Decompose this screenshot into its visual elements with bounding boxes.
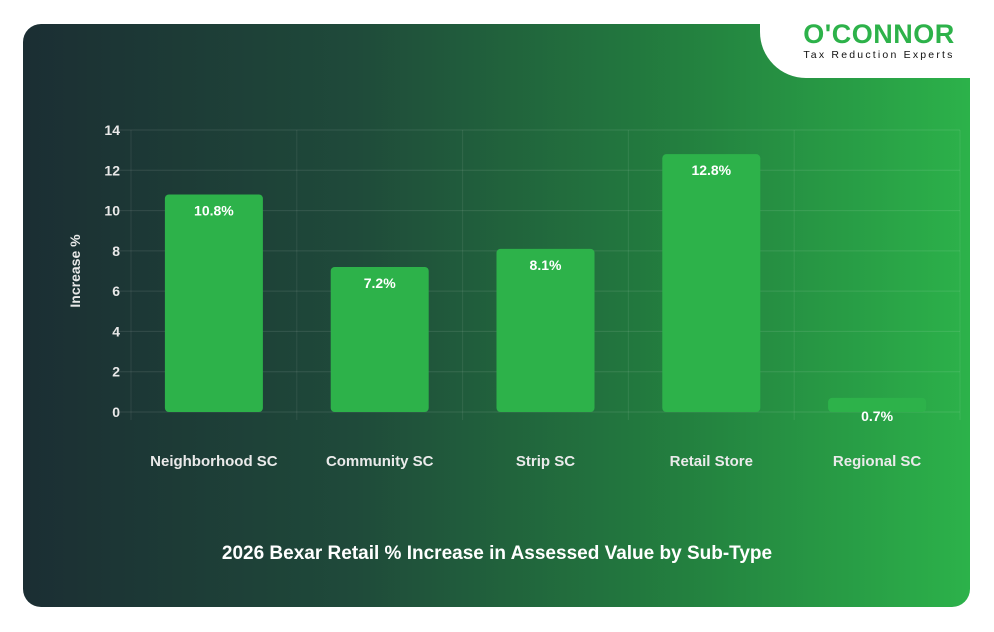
x-tick-label: Regional SC	[833, 453, 922, 470]
y-tick-label: 4	[112, 323, 120, 339]
bar	[828, 397, 927, 412]
y-tick-label: 6	[112, 283, 120, 299]
y-tick-label: 0	[112, 404, 120, 420]
x-tick-label: Retail Store	[670, 453, 753, 470]
bar	[330, 266, 429, 412]
bar	[496, 248, 595, 412]
data-label: 10.8%	[194, 202, 234, 218]
data-label: 12.8%	[691, 162, 731, 178]
y-tick-label: 12	[104, 162, 120, 178]
bar	[164, 194, 263, 412]
x-tick-label: Strip SC	[516, 453, 575, 470]
data-label: 0.7%	[861, 408, 893, 424]
logo-name: O'CONNOR	[803, 19, 955, 49]
y-tick-label: 8	[112, 243, 120, 259]
data-label: 7.2%	[364, 275, 396, 291]
logo-tagline: Tax Reduction Experts	[803, 49, 955, 61]
y-tick-label: 2	[112, 364, 120, 380]
x-tick-label: Community SC	[326, 453, 434, 470]
bar	[662, 154, 761, 412]
x-tick-label: Neighborhood SC	[150, 453, 278, 470]
y-tick-label: 10	[104, 203, 120, 219]
y-tick-label: 14	[104, 122, 120, 138]
data-label: 8.1%	[530, 257, 562, 273]
logo: O'CONNOR Tax Reduction Experts	[786, 20, 972, 62]
chart-title: 2026 Bexar Retail % Increase in Assessed…	[221, 543, 773, 564]
y-axis-label: Increase %	[67, 234, 83, 308]
logo-area	[760, 0, 994, 78]
